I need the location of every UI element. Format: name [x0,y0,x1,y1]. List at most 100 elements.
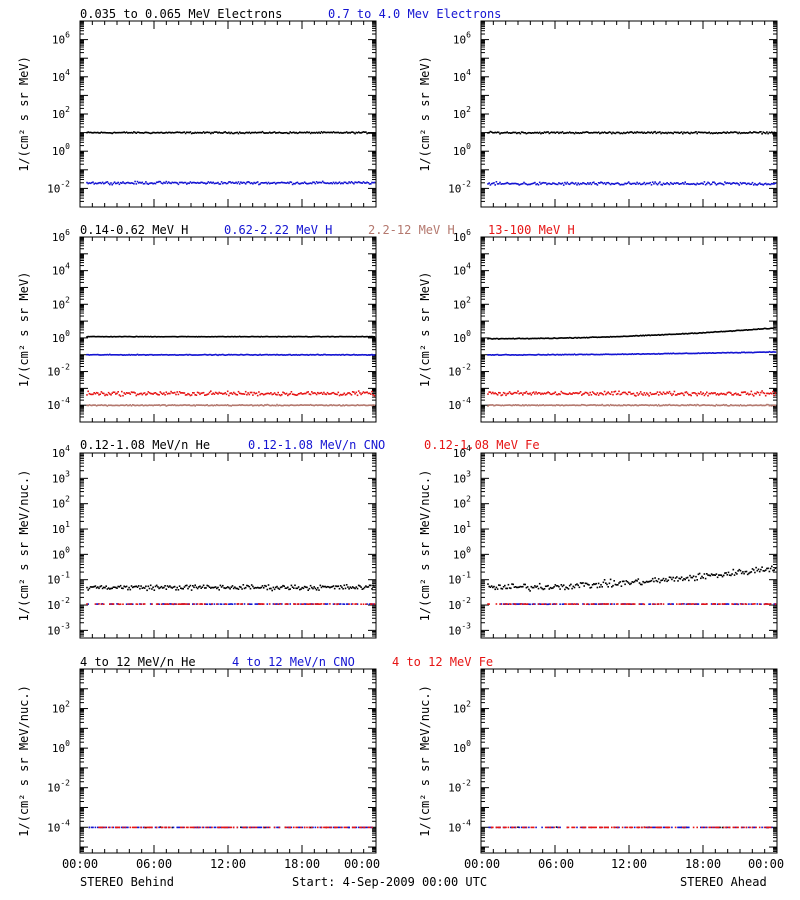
data-point [189,394,192,397]
data-point [314,392,317,395]
data-point [614,336,617,338]
data-point [556,404,559,406]
data-point [99,354,101,356]
data-point [98,603,100,605]
data-point [359,181,361,184]
data-point [686,352,689,355]
data-point [275,354,277,356]
data-point [319,335,322,338]
data-point [151,353,153,356]
data-point [103,182,105,185]
data-point [137,131,140,134]
data-point [160,585,163,588]
data-point [544,182,547,184]
data-point [682,404,684,406]
data-point [360,603,362,605]
data-point [636,392,638,394]
data-point [721,575,724,578]
data-point [771,182,773,185]
data-point [337,585,340,587]
data-point [667,131,670,134]
data-point [136,393,139,396]
data-point [105,181,107,184]
data-point [516,354,518,356]
data-point [672,352,674,354]
data-point [701,182,703,184]
data-point [367,586,370,588]
data-point [514,586,517,588]
data-point [732,352,735,354]
data-point [275,132,277,134]
data-point [593,181,595,184]
data-point [99,335,101,338]
data-point [505,182,507,185]
data-point [597,336,600,338]
y-tick-label: 102 [453,495,471,511]
data-point [305,603,307,605]
data-point [700,332,702,334]
data-point [250,391,253,394]
data-point [703,573,706,575]
data-point [495,131,498,134]
data-point [560,183,563,185]
data-point [749,571,751,574]
data-point [744,570,747,573]
data-point [339,603,342,605]
data-point [256,404,259,406]
data-point [561,131,564,133]
data-point [721,183,724,185]
data-point [549,131,552,134]
data-point [738,394,741,396]
data-point [568,392,571,394]
data-point [98,354,100,356]
data-point [492,131,494,134]
data-point [520,183,523,185]
data-point [500,404,502,407]
data-point [188,353,190,356]
data-point [650,334,653,336]
data-point [721,404,724,406]
data-point [157,404,159,406]
series-0 [86,335,376,338]
data-point [589,587,591,589]
data-point [300,603,302,605]
data-point [553,131,555,134]
data-point [293,404,295,407]
data-point [722,131,725,133]
data-point [657,352,660,355]
data-point [314,354,317,356]
data-point [347,335,349,338]
data-point [728,391,731,394]
data-point [639,131,642,134]
data-point [315,589,318,591]
data-point [194,354,196,356]
data-point [136,586,139,588]
data-point [267,181,270,184]
data-point [301,131,303,134]
data-point [278,588,281,590]
data-point [182,392,184,394]
data-point [265,181,267,184]
data-point [89,131,92,134]
data-point [511,404,513,407]
data-point [537,353,540,356]
data-point [113,354,116,356]
data-point [553,337,555,339]
series-layer [487,327,777,407]
data-point [653,334,655,336]
data-point [524,583,526,586]
data-point [198,586,200,588]
data-point [581,403,583,406]
data-point [315,404,318,406]
data-point [612,131,614,134]
data-point [366,404,368,407]
data-point [518,337,520,339]
data-point [88,587,91,590]
data-point [367,132,370,134]
data-point [325,182,328,185]
data-point [704,352,707,354]
data-point [654,181,656,183]
data-point [112,391,115,393]
data-point [698,352,701,355]
data-point [95,587,98,589]
